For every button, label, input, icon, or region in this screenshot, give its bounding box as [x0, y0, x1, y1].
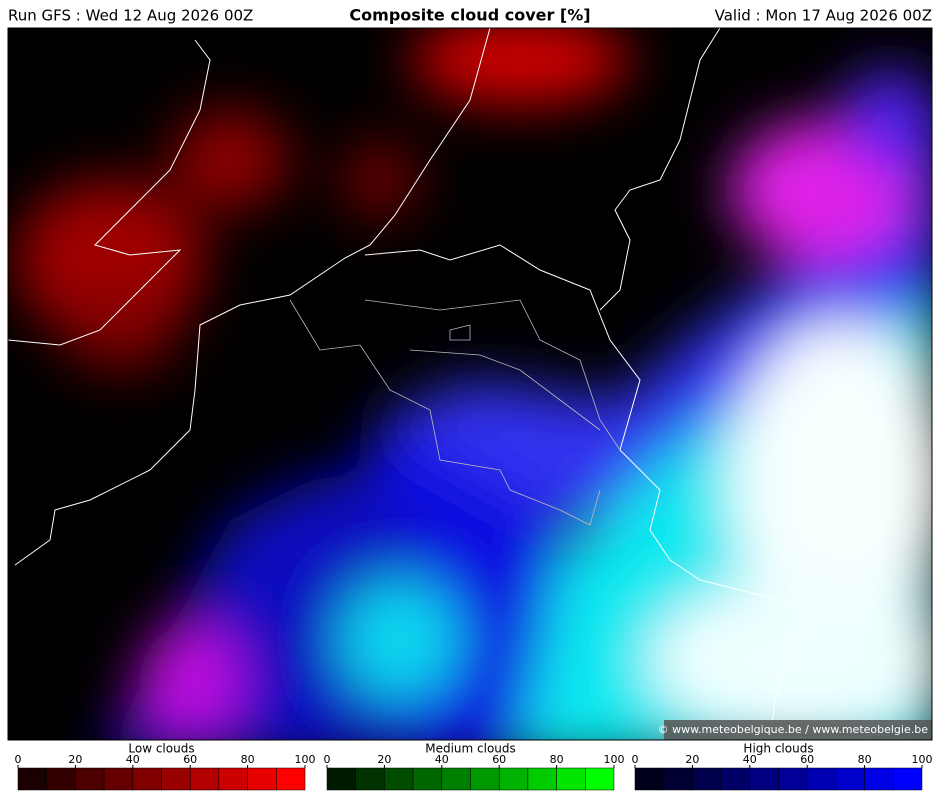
legend-tick-label: 0 — [324, 753, 331, 766]
legend-tick-label: 0 — [15, 753, 22, 766]
legend-swatch — [218, 767, 248, 791]
legend-tick-label: 60 — [800, 753, 814, 766]
legend-swatch — [556, 767, 586, 791]
legend-title: Medium clouds — [425, 742, 516, 756]
legend-swatch — [893, 767, 923, 791]
legend-tick-label: 100 — [604, 753, 625, 766]
legend-swatch — [276, 767, 306, 791]
legend-swatch — [103, 767, 134, 791]
legend-swatch — [189, 767, 220, 791]
legend-tick-label: 20 — [68, 753, 82, 766]
legend-tick-label: 40 — [435, 753, 449, 766]
borders — [289, 299, 621, 526]
legend-swatch — [498, 767, 529, 791]
legend-swatch — [326, 767, 356, 791]
legend-swatch — [247, 767, 277, 791]
legend-tick-label: 100 — [295, 753, 316, 766]
legend-tick-label: 80 — [241, 753, 255, 766]
legend-tick-label: 0 — [632, 753, 639, 766]
legends: Low clouds 0 20 40 60 80 100 Medium clouds 0 20 40… — [15, 742, 933, 791]
legend-swatch — [527, 767, 557, 791]
legend-tick-label: 80 — [550, 753, 564, 766]
legend-swatch — [585, 767, 615, 791]
legend-swatch — [355, 767, 385, 791]
legend-swatch — [778, 767, 808, 791]
legend-swatch — [692, 767, 722, 791]
legend-tick-label: 40 — [126, 753, 140, 766]
legend-tick-label: 60 — [183, 753, 197, 766]
legend-tick-label: 20 — [685, 753, 699, 766]
legend-swatch — [161, 767, 191, 791]
legend-swatch — [46, 767, 76, 791]
legend-swatch — [720, 767, 751, 791]
credit: © www.meteobelgique.be / www.meteobelgie… — [658, 723, 929, 736]
legend-swatch — [75, 767, 105, 791]
legend-swatch — [835, 767, 865, 791]
legend-swatch — [663, 767, 693, 791]
legend-swatch — [132, 767, 162, 791]
legend-swatch — [441, 767, 471, 791]
legend-title: Low clouds — [128, 742, 194, 756]
legend-swatch — [384, 767, 414, 791]
legend-swatch — [470, 767, 500, 791]
legend-swatch — [412, 767, 443, 791]
legend-title: High clouds — [743, 742, 813, 756]
legend-tick-label: 100 — [912, 753, 933, 766]
legend-swatch — [806, 767, 837, 791]
valid-label: Valid : Mon 17 Aug 2026 00Z — [715, 7, 932, 25]
legend-tick-label: 40 — [743, 753, 757, 766]
legend-swatch — [864, 767, 894, 791]
legend-swatch — [749, 767, 779, 791]
map-title: Composite cloud cover [%] — [349, 6, 590, 25]
legend-tick-label: 20 — [377, 753, 391, 766]
coastlines — [8, 28, 821, 740]
run-label: Run GFS : Wed 12 Aug 2026 00Z — [8, 7, 253, 25]
map: © www.meteobelgique.be / www.meteobelgie… — [8, 28, 932, 740]
legend-tick-label: 60 — [492, 753, 506, 766]
legend-tick-label: 80 — [858, 753, 872, 766]
legend-swatch — [17, 767, 47, 791]
legend-swatch — [634, 767, 664, 791]
